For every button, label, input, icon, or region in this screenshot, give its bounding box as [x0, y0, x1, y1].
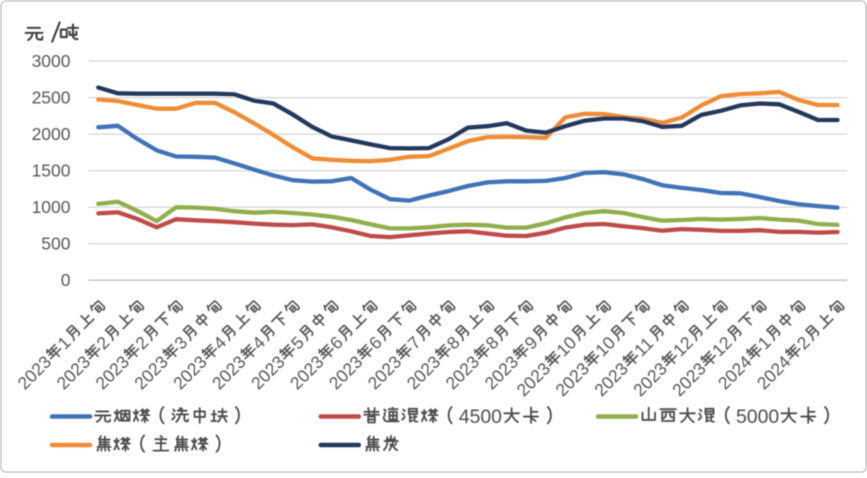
svg-text:3000: 3000: [32, 51, 71, 71]
svg-text:4500: 4500: [459, 406, 502, 428]
svg-text:1000: 1000: [32, 197, 71, 217]
svg-text:0: 0: [61, 270, 71, 290]
svg-text:5000: 5000: [736, 406, 779, 428]
svg-text:2500: 2500: [32, 88, 71, 108]
svg-text:500: 500: [41, 234, 70, 254]
svg-text:1500: 1500: [32, 161, 71, 181]
svg-text:2000: 2000: [32, 124, 71, 144]
